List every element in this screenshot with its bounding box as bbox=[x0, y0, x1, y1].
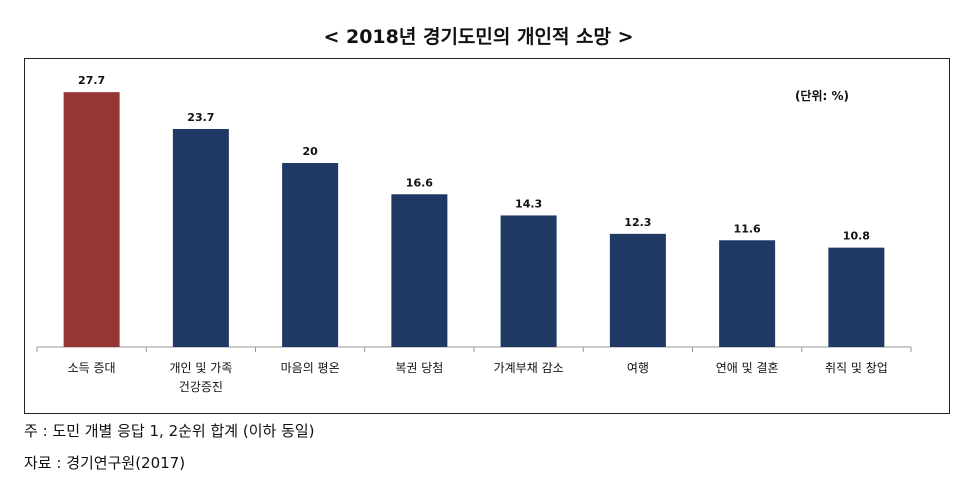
footnote: 주 : 도민 개별 응답 1, 2순위 합계 (이하 동일) bbox=[24, 422, 315, 440]
data-label: 12.3 bbox=[624, 216, 651, 229]
x-tick-label: 소득 증대 bbox=[68, 361, 116, 375]
data-label: 16.6 bbox=[406, 176, 433, 189]
data-label: 11.6 bbox=[734, 222, 761, 235]
bar-3 bbox=[282, 163, 339, 347]
x-tick-label: 가계부채 감소 bbox=[494, 361, 564, 375]
data-label: 20 bbox=[302, 145, 318, 158]
data-label: 27.7 bbox=[78, 74, 105, 87]
bar-5 bbox=[500, 215, 557, 347]
bar-1 bbox=[63, 92, 120, 347]
data-label: 23.7 bbox=[187, 111, 214, 124]
bar-8 bbox=[828, 247, 885, 347]
x-tick-label: 복권 당첨 bbox=[395, 361, 443, 375]
source-note: 자료 : 경기연구원(2017) bbox=[24, 454, 186, 472]
x-tick-label: 취직 및 창업 bbox=[825, 361, 888, 375]
chart-title: < 2018년 경기도민의 개인적 소망 > bbox=[323, 26, 634, 48]
data-label: 10.8 bbox=[843, 230, 870, 243]
data-label: 14.3 bbox=[515, 197, 542, 210]
x-tick-label: 마음의 평온 bbox=[281, 361, 340, 375]
bar-7 bbox=[719, 240, 776, 347]
x-tick-label: 여행 bbox=[627, 360, 649, 375]
x-tick-label: 개인 및 가족 bbox=[169, 361, 232, 375]
unit-label: (단위: %) bbox=[794, 89, 849, 103]
x-tick-label: 건강증진 bbox=[179, 380, 223, 394]
x-tick-label: 연애 및 결혼 bbox=[716, 361, 779, 375]
bar-4 bbox=[391, 194, 448, 347]
bar-6 bbox=[609, 233, 666, 347]
bar-2 bbox=[172, 128, 229, 347]
